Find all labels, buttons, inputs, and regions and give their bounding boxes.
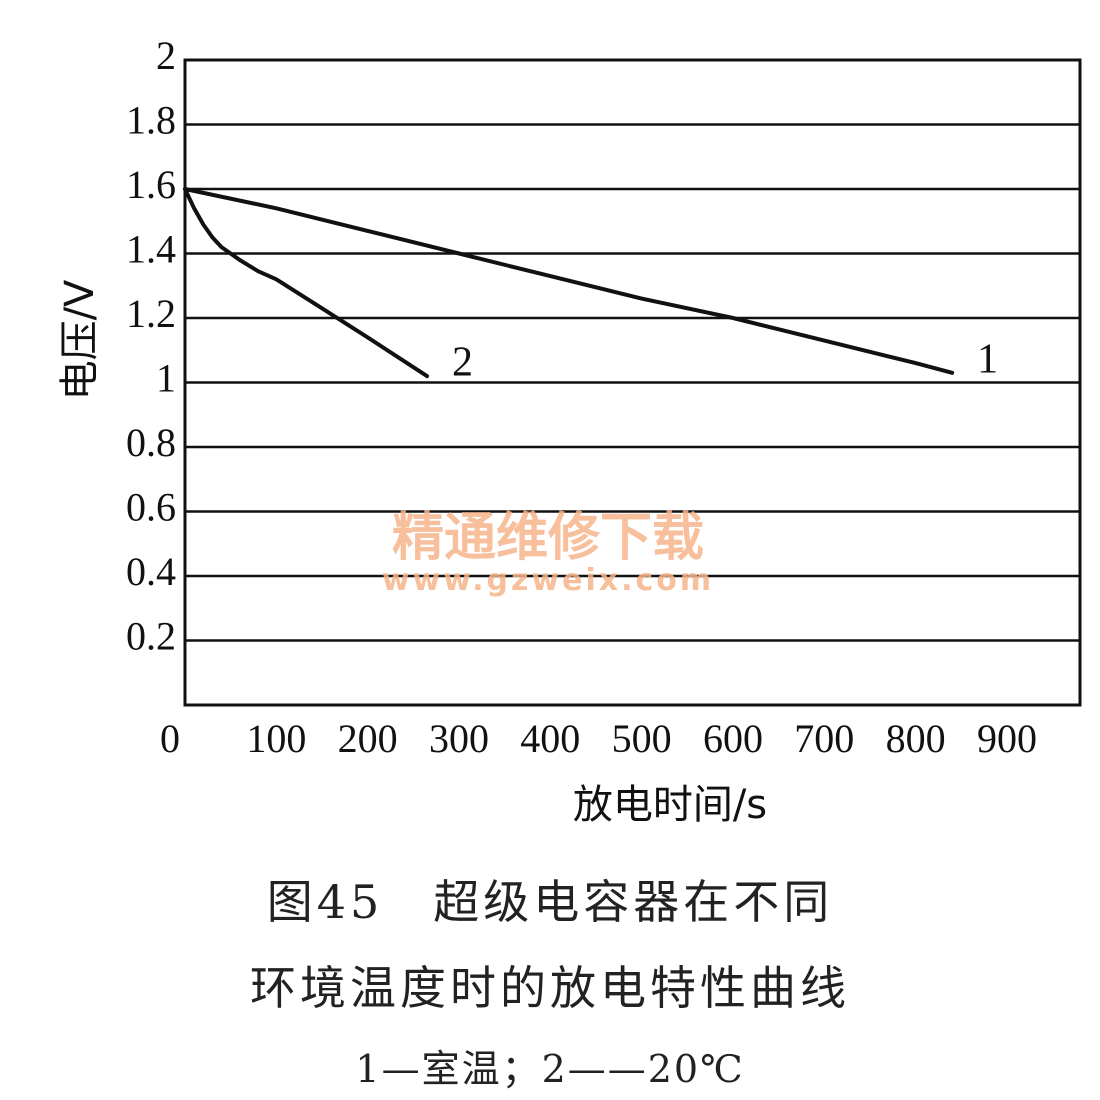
- series-line-1: [183, 187, 955, 375]
- x-tick-labels: 0 100 200 300 400 500 600 700 800 900: [160, 716, 1037, 761]
- series-lines: [183, 187, 955, 379]
- x-tick-label: 400: [520, 716, 580, 761]
- y-tick-label: 1.4: [126, 227, 176, 272]
- x-tick-label: 600: [703, 716, 763, 761]
- x-tick-label: 300: [429, 716, 489, 761]
- y-tick-labels: 0.2 0.4 0.6 0.8 1 1.2 1.4 1.6 1.8 2: [126, 33, 176, 659]
- y-tick-label: 0.2: [126, 614, 176, 659]
- y-tick-label: 0.4: [126, 549, 176, 594]
- figure-caption-subtitle: 环境温度时的放电特性曲线: [250, 961, 850, 1015]
- y-tick-label: 1: [156, 356, 176, 401]
- x-tick-label: 900: [977, 716, 1037, 761]
- figure-caption-legend: 1—室温；2——20℃: [355, 1047, 745, 1091]
- y-tick-label: 2: [156, 33, 176, 78]
- series-labels: 12: [452, 336, 998, 385]
- watermark-url: www.gzweix.com: [382, 563, 714, 598]
- x-tick-label: 100: [246, 716, 306, 761]
- y-axis-title: 电压/V: [57, 279, 103, 400]
- y-tick-label: 0.6: [126, 485, 176, 530]
- series-label-1: 1: [977, 336, 998, 382]
- watermark-text: 精通维修下载: [392, 508, 704, 568]
- y-tick-label: 1.8: [126, 98, 176, 143]
- plot-area-frame: [183, 58, 1082, 707]
- series-line-2: [183, 187, 429, 379]
- y-tick-label: 1.2: [126, 291, 176, 336]
- x-tick-label: 500: [612, 716, 672, 761]
- x-tick-label: 200: [338, 716, 398, 761]
- x-tick-label: 700: [794, 716, 854, 761]
- discharge-chart: 0.2 0.4 0.6 0.8 1 1.2 1.4 1.6 1.8 2 0 100 200 300 400…: [57, 33, 1082, 828]
- figure-caption-title: 图45 超级电容器在不同: [266, 875, 834, 929]
- x-axis-title: 放电时间/s: [573, 782, 767, 828]
- y-tick-label: 0.8: [126, 420, 176, 465]
- y-tick-label: 1.6: [126, 162, 176, 207]
- x-tick-label: 800: [886, 716, 946, 761]
- x-tick-label: 0: [160, 716, 180, 761]
- series-label-2: 2: [452, 340, 473, 386]
